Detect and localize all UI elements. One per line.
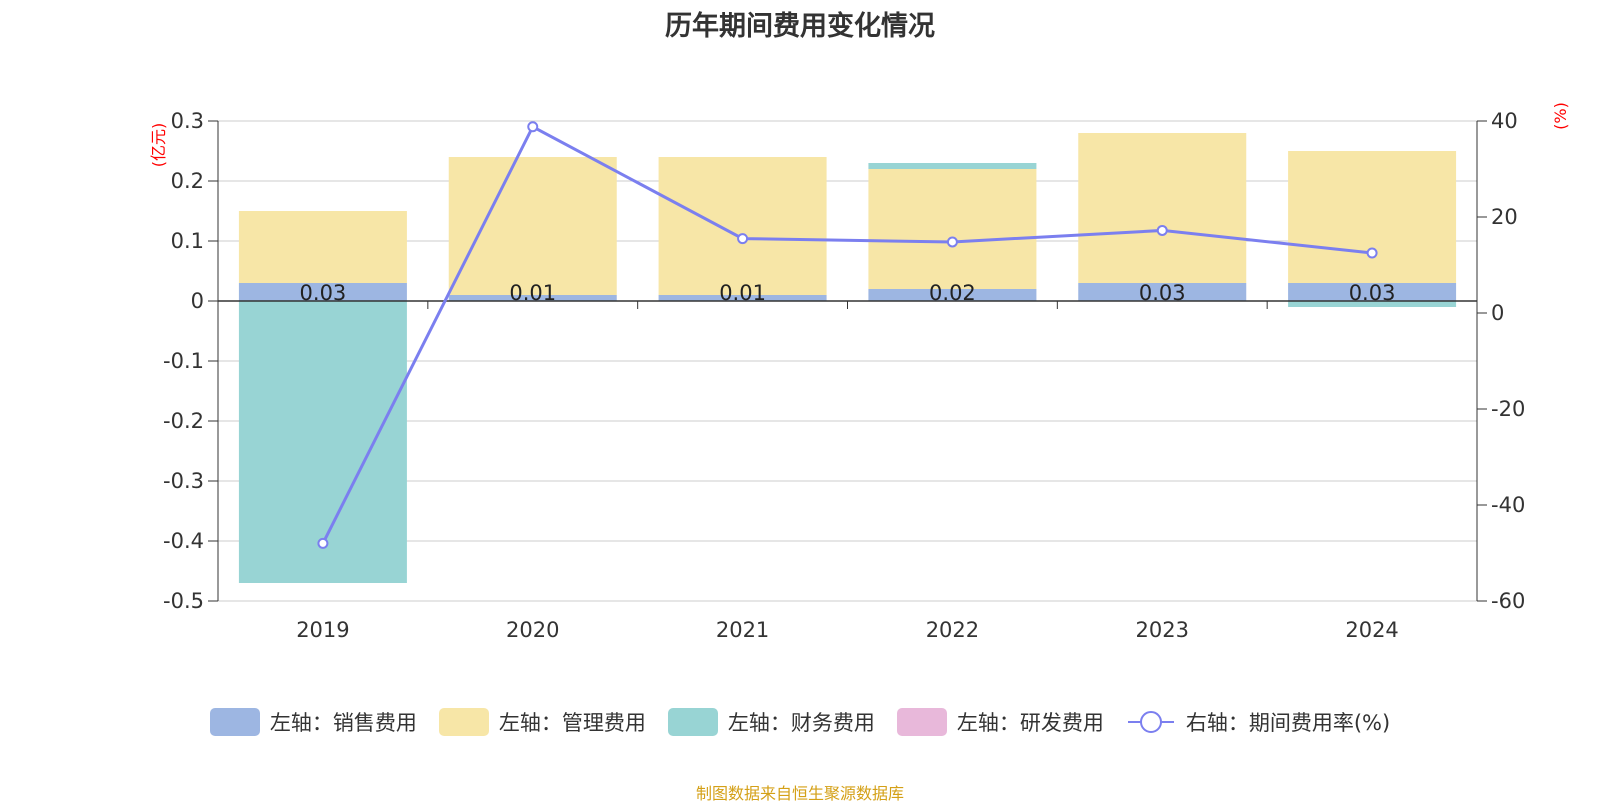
data-label-2019: 0.03 <box>300 281 347 305</box>
legend-item-sales[interactable]: 左轴：销售费用 <box>209 707 417 737</box>
bar-2020-series-1 <box>448 157 617 295</box>
bar-2019-series-2 <box>238 301 407 583</box>
legend-item-management[interactable]: 左轴：管理费用 <box>438 707 646 737</box>
category-label-2019: 2019 <box>296 618 349 642</box>
bar-2023-series-0 <box>1078 283 1247 301</box>
category-label-2022: 2022 <box>926 618 979 642</box>
category-label-2021: 2021 <box>716 618 769 642</box>
data-label-2024: 0.03 <box>1349 281 1396 305</box>
left-tick-label: -0.5 <box>163 589 204 613</box>
left-tick-label: -0.4 <box>163 529 204 553</box>
expense-rate-point-2023 <box>1156 224 1168 236</box>
left-tick-label: 0.1 <box>171 229 204 253</box>
legend-label-sales: 左轴：销售费用 <box>269 711 417 735</box>
bar-2020-series-0 <box>448 295 617 301</box>
category-label-2024: 2024 <box>1345 618 1398 642</box>
bar-2023-series-1 <box>1078 133 1247 283</box>
category-label-2020: 2020 <box>506 618 559 642</box>
legend-label-finance: 左轴：财务费用 <box>727 711 875 735</box>
left-tick-label: 0.2 <box>171 169 204 193</box>
bar-2022-series-1 <box>868 169 1037 289</box>
expense-rate-point-2019 <box>317 537 329 549</box>
bar-2019-series-1 <box>238 211 407 283</box>
bar-2024-series-2 <box>1288 301 1457 307</box>
left-tick-label: 0.3 <box>171 109 204 133</box>
right-tick-label: -20 <box>1491 397 1525 421</box>
left-tick-label: 0 <box>191 289 204 313</box>
bar-2021-series-0 <box>658 295 827 301</box>
legend-item-finance[interactable]: 左轴：财务费用 <box>667 707 875 737</box>
legend-label-management: 左轴：管理费用 <box>498 711 646 735</box>
legend-swatch-management <box>438 708 489 736</box>
legend-item-expense-rate[interactable]: 右轴：期间费用率(%) <box>1126 707 1390 737</box>
expense-rate-point-2021 <box>737 233 749 245</box>
bar-2021-series-1 <box>658 157 827 295</box>
bar-2019-series-0 <box>238 283 407 301</box>
data-label-2020: 0.01 <box>509 281 556 305</box>
chart-canvas: 0.3 0.2 0.1 0 -0.1 -0.2 -0.3 -0.4 -0.5 40 20 0 -20 -4… <box>149 102 1570 642</box>
expense-rate-point-2024 <box>1366 247 1378 259</box>
bar-2024-series-0 <box>1288 283 1457 301</box>
legend-swatch-rnd <box>896 708 947 736</box>
left-tick-label: -0.2 <box>163 409 204 433</box>
legend-swatch-sales <box>209 708 260 736</box>
category-label-2023: 2023 <box>1136 618 1189 642</box>
expense-rate-line <box>321 124 1373 545</box>
expense-rate-point-2022 <box>946 236 958 248</box>
right-tick-label: 0 <box>1491 301 1504 325</box>
bar-2022-series-0 <box>868 289 1037 301</box>
data-source-note: 制图数据来自恒生聚源数据库 <box>695 784 904 803</box>
data-label-2023: 0.03 <box>1139 281 1186 305</box>
left-tick-label: -0.1 <box>163 349 204 373</box>
bar-2022-series-2 <box>868 163 1037 169</box>
left-axis-unit: (亿元) <box>149 123 168 168</box>
right-tick-label: -40 <box>1491 493 1525 517</box>
expense-rate-point-2020 <box>527 121 539 133</box>
right-tick-label: 20 <box>1491 205 1518 229</box>
left-tick-label: -0.3 <box>163 469 204 493</box>
legend-line-marker-icon <box>1126 708 1176 736</box>
legend-label-rnd: 左轴：研发费用 <box>956 711 1104 735</box>
bar-2024-series-1 <box>1288 151 1457 283</box>
legend-label-expense-rate: 右轴：期间费用率(%) <box>1185 711 1391 735</box>
chart-title: 历年期间费用变化情况 <box>665 11 935 42</box>
legend-item-rnd[interactable]: 左轴：研发费用 <box>896 707 1104 737</box>
right-tick-label: 40 <box>1491 109 1518 133</box>
legend-swatch-finance <box>667 708 718 736</box>
data-label-2021: 0.01 <box>719 281 766 305</box>
right-tick-label: -60 <box>1491 589 1525 613</box>
right-axis-unit: (%) <box>1551 102 1570 130</box>
data-label-2022: 0.02 <box>929 281 976 305</box>
legend: 左轴：销售费用 左轴：管理费用 左轴：财务费用 左轴：研发费用 右轴：期间费用率… <box>0 704 1600 740</box>
